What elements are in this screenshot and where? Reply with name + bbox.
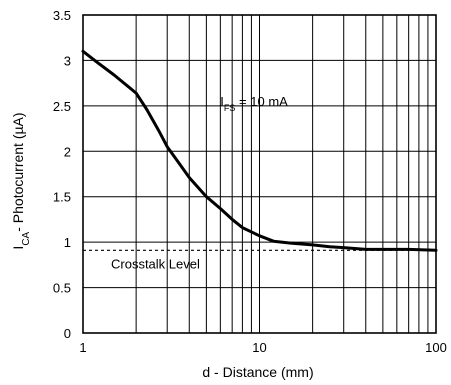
y-tick-label: 1.5: [53, 190, 71, 205]
y-tick-label: 3: [64, 53, 71, 68]
y-tick-label: 1: [64, 235, 71, 250]
y-tick-label: 2.5: [53, 99, 71, 114]
ifs-annotation: IFS = 10 mA: [220, 94, 288, 113]
y-tick-label: 3.5: [53, 8, 71, 23]
y-tick-label: 0: [64, 326, 71, 341]
plot-frame: [82, 14, 437, 334]
tick-labels: 1 10 100 0 0.5 1 1.5 2 2.5 3 3.5: [53, 8, 447, 355]
x-tick-label: 100: [425, 340, 447, 355]
x-tick-label: 10: [252, 340, 266, 355]
photocurrent-series-line: [81, 49, 438, 252]
y-tick-label: 0.5: [53, 281, 71, 296]
y-axis-label: ICA- Photocurrent (µA): [10, 112, 32, 249]
x-tick-label: 1: [79, 340, 86, 355]
x-axis-label: d - Distance (mm): [202, 364, 313, 380]
grid: [82, 14, 436, 334]
crosstalk-label: Crosstalk Level: [111, 256, 200, 271]
y-tick-label: 2: [64, 144, 71, 159]
series-group: [81, 49, 438, 252]
